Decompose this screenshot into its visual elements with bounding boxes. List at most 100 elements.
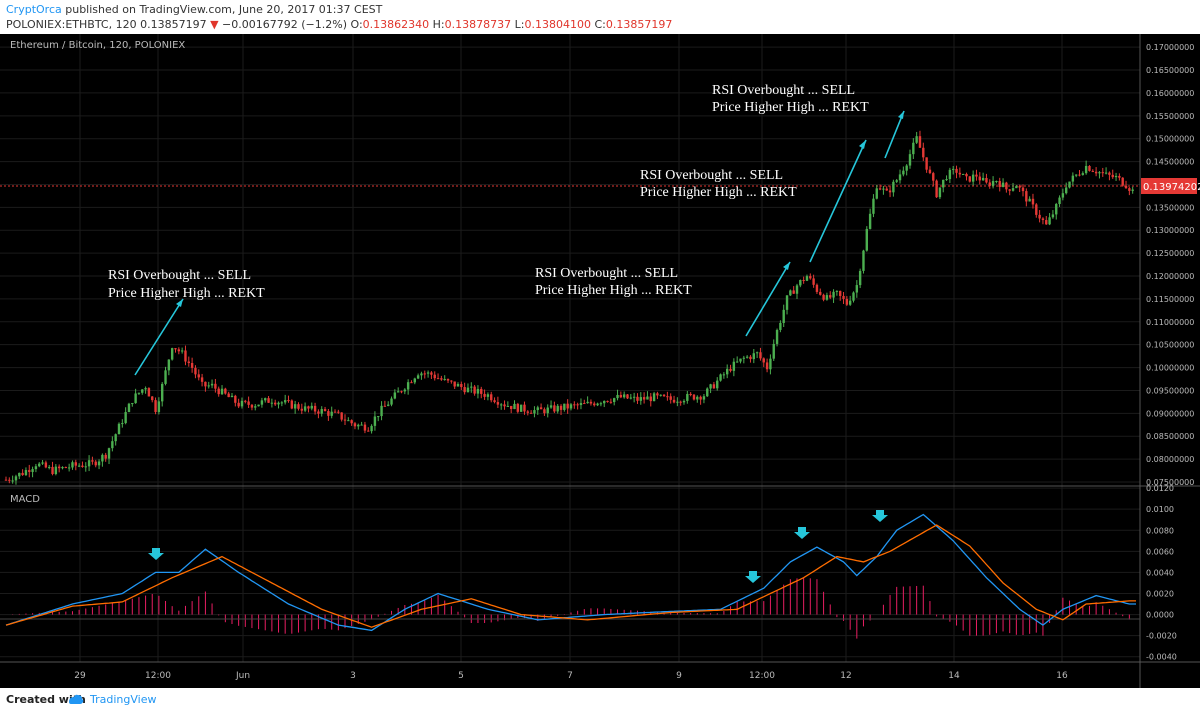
candle-body xyxy=(97,461,101,466)
candle-body xyxy=(622,394,626,398)
candle-body xyxy=(543,409,546,414)
macd-tick-label: 0.0060 xyxy=(1146,547,1174,556)
candle-body xyxy=(300,408,303,411)
author-link[interactable]: CryptOrca xyxy=(6,3,62,16)
candle-body xyxy=(882,188,885,190)
candle-body xyxy=(476,388,480,394)
candle-body xyxy=(396,391,400,393)
candle-body xyxy=(1114,175,1118,178)
grid-lines xyxy=(0,34,1140,662)
annotation-line2: Price Higher High ... REKT xyxy=(712,100,869,115)
candle-body xyxy=(942,179,945,188)
candle-body xyxy=(775,329,779,344)
price-axis[interactable]: 0.07500000 0.08000000 0.08500000 0.09000000… xyxy=(1146,43,1194,487)
macd-axis[interactable]: -0.0040 -0.0020 0.0000 0.0020 0.0040 0.0060 0.… xyxy=(1146,484,1177,662)
candle-body xyxy=(200,377,204,382)
price-change: −0.00167792 (−1.2%) xyxy=(222,18,347,31)
candle-body xyxy=(367,430,370,432)
down-arrow-icon xyxy=(745,571,761,583)
candle-body xyxy=(1025,191,1028,202)
time-axis[interactable]: 29 12:00 Jun 3 5 7 9 12:00 12 14 16 xyxy=(74,671,1068,681)
candle-body xyxy=(536,407,539,411)
candle-body xyxy=(985,177,988,183)
candle-body xyxy=(237,402,240,407)
candle-body xyxy=(865,228,868,251)
candle-body xyxy=(509,405,513,410)
price-tick-label: 0.16000000 xyxy=(1146,89,1194,98)
candle-body xyxy=(981,177,985,181)
candle-body xyxy=(463,387,466,393)
candle-body xyxy=(626,394,629,399)
candle-body xyxy=(938,187,942,198)
trend-arrow-icon xyxy=(745,261,791,337)
tradingview-brand[interactable]: TradingView xyxy=(90,693,157,706)
candle-body xyxy=(194,367,197,375)
candle-body xyxy=(646,396,649,400)
candle-body xyxy=(157,401,161,412)
chart-svg[interactable]: Ethereum / Bitcoin, 120, POLONIEX MACD 0… xyxy=(0,34,1200,688)
candle-body xyxy=(406,382,410,390)
candle-body xyxy=(313,405,317,412)
candle-body xyxy=(971,174,975,182)
candle-body xyxy=(400,391,403,393)
price-tick-label: 0.12000000 xyxy=(1146,272,1194,281)
candle-body xyxy=(802,280,805,282)
candle-body xyxy=(453,381,456,387)
candle-body xyxy=(1021,187,1025,192)
candle-body xyxy=(978,176,981,181)
annotation-texts: RSI Overbought ... SELL Price Higher Hig… xyxy=(108,83,869,301)
candle-body xyxy=(8,479,11,481)
candle-body xyxy=(765,362,769,370)
candle-body xyxy=(360,424,363,426)
candle-body xyxy=(792,290,795,294)
candle-body xyxy=(692,394,696,400)
candle-body xyxy=(785,295,789,310)
candle-body xyxy=(333,411,337,413)
candle-body xyxy=(862,250,865,271)
price-tick-label: 0.10500000 xyxy=(1146,341,1194,350)
change-arrow-icon: ▼ xyxy=(210,18,219,31)
macd-tick-label: -0.0020 xyxy=(1146,632,1177,641)
trend-arrow-icon xyxy=(884,110,905,159)
candle-body xyxy=(104,454,107,459)
candle-body xyxy=(702,396,706,400)
annotation-line2: Price Higher High ... REKT xyxy=(640,185,797,200)
candle-body xyxy=(782,309,785,323)
candle-body xyxy=(848,300,852,305)
candle-body xyxy=(1121,177,1124,186)
chart-area[interactable]: Ethereum / Bitcoin, 120, POLONIEX MACD 0… xyxy=(0,34,1200,688)
candle-body xyxy=(1051,214,1055,218)
candle-body xyxy=(61,467,64,469)
candle-body xyxy=(180,350,184,352)
candle-body xyxy=(805,276,809,281)
candle-body xyxy=(732,361,736,371)
candle-body xyxy=(264,398,267,401)
candles xyxy=(4,130,1134,485)
candle-body xyxy=(779,322,782,330)
candle-body xyxy=(991,181,995,186)
candle-body xyxy=(134,393,137,404)
price-tick-label: 0.07500000 xyxy=(1146,478,1194,487)
candle-body xyxy=(928,169,932,174)
candle-body xyxy=(1045,220,1048,225)
candle-body xyxy=(187,361,190,363)
candle-body xyxy=(280,402,284,404)
candle-body xyxy=(566,403,569,409)
candle-body xyxy=(287,400,290,402)
candle-body xyxy=(755,352,759,354)
annotation-line2: Price Higher High ... REKT xyxy=(535,283,692,298)
annotation-arrows xyxy=(134,110,905,376)
candle-body xyxy=(569,404,573,409)
candle-body xyxy=(383,405,387,407)
candle-body xyxy=(895,180,898,182)
candle-body xyxy=(995,181,998,183)
candle-body xyxy=(310,405,313,409)
candle-body xyxy=(1018,186,1021,188)
candle-body xyxy=(373,416,377,426)
candle-body xyxy=(293,404,297,409)
candle-body xyxy=(330,411,333,416)
annotation-line2: Price Higher High ... REKT xyxy=(108,286,265,301)
candle-body xyxy=(1011,188,1015,191)
candle-body xyxy=(835,290,839,292)
candle-body xyxy=(420,373,423,376)
